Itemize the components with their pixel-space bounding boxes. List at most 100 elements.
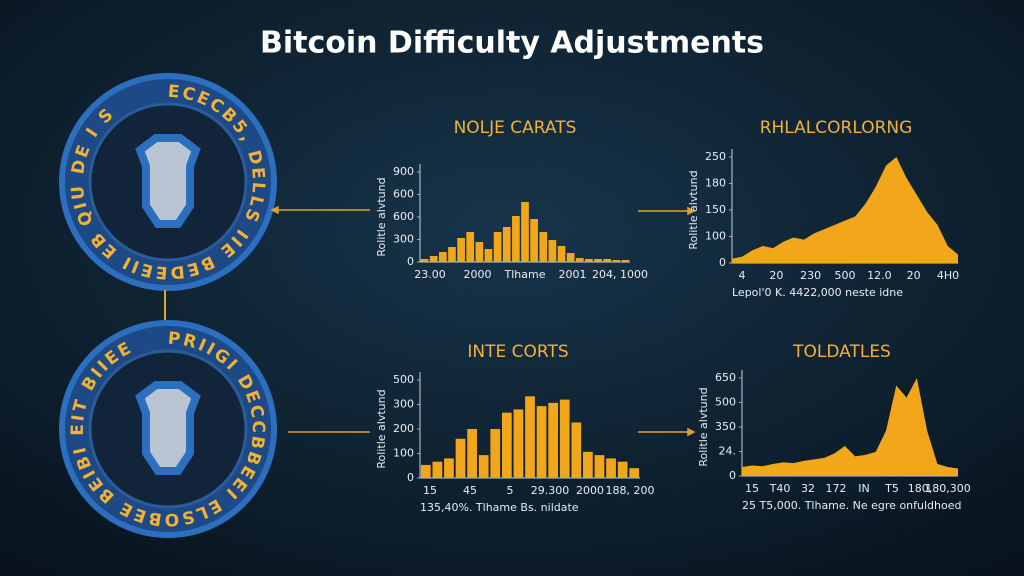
bar (525, 396, 535, 478)
bar (548, 402, 559, 478)
y-tick-label: 100 (705, 230, 726, 243)
chart-title: TOLDATLES (792, 342, 891, 362)
y-axis-label: Rolitle alvtund (697, 387, 710, 466)
bar (457, 238, 465, 262)
x-tick-label: 180,300 (925, 482, 971, 495)
area (742, 378, 958, 476)
x-tick-label: 188, 200 (606, 484, 655, 497)
bar (466, 232, 475, 262)
y-tick-label: 350 (715, 420, 736, 433)
bar (566, 253, 575, 262)
caption: 25 T5,000. Tlhame. Ne egre onfuldhoed (742, 499, 961, 512)
y-axis-label: Rolitle alvtund (375, 389, 388, 468)
chart-title: RHLALCORLORNG (760, 118, 913, 138)
bar (585, 259, 593, 262)
bar (429, 256, 438, 262)
bar (621, 260, 630, 262)
x-tick-label: 2000 (576, 484, 604, 497)
bar (594, 259, 602, 262)
y-tick-label: 100 (393, 447, 414, 460)
bar (559, 399, 570, 478)
bar (512, 216, 520, 262)
x-tick-label: 2000 (464, 268, 492, 281)
x-tick-label: 4 (739, 269, 746, 282)
x-tick-label: 15 (423, 484, 437, 497)
x-tick-label: Tlhame (504, 268, 546, 281)
bar (513, 409, 524, 478)
x-tick-label: T5 (884, 482, 899, 495)
y-tick-label: 900 (393, 165, 414, 178)
bar (539, 232, 548, 262)
y-tick-label: 500 (393, 373, 414, 386)
x-tick-label: 180, (908, 482, 933, 495)
caption: 135,40%. Tlhame Bs. nildate (420, 501, 579, 514)
y-tick-label: 600 (393, 210, 414, 223)
x-tick-label: 2001 (559, 268, 587, 281)
bar (490, 429, 501, 478)
bar (594, 455, 605, 478)
bar (478, 455, 489, 478)
bar (438, 252, 447, 262)
bar (571, 422, 582, 478)
coin: PRIIGI DECCBBEEI ELSOBEE BEIBI EIT BIIEE (59, 320, 277, 538)
y-tick-label: 0 (407, 255, 414, 268)
x-tick-label: 15 (745, 482, 759, 495)
y-tick-label: 0 (729, 469, 736, 482)
bar (475, 242, 484, 262)
x-tick-label: 45 (463, 484, 477, 497)
arrows (270, 205, 696, 437)
y-tick-label: 150 (705, 203, 726, 216)
y-tick-label: 300 (393, 398, 414, 411)
page-title: Bitcoin Difficulty Adjustments (260, 26, 764, 61)
y-tick-label: 650 (715, 371, 736, 384)
bar (493, 232, 502, 262)
x-tick-label: 204, 1000 (592, 268, 648, 281)
bar (617, 461, 628, 478)
coin: ECECB5, DELLS IIE BEDEEII EB QIU DE I S (59, 73, 277, 291)
bar (432, 461, 443, 478)
y-tick-label: 600 (393, 188, 414, 201)
bar (521, 202, 529, 262)
area (732, 157, 958, 263)
x-tick-label: 32 (801, 482, 815, 495)
x-tick-label: 12.0 (867, 269, 892, 282)
caption: Lepol'0 K. 4422,000 neste idne (732, 286, 903, 299)
y-axis-label: Rolitle alvtund (375, 177, 388, 256)
bar (612, 260, 621, 262)
y-tick-label: 500 (715, 396, 736, 409)
y-tick-label: 250 (705, 150, 726, 163)
bar (603, 259, 612, 262)
y-tick-label: 0 (719, 256, 726, 269)
bar (557, 246, 566, 262)
bar (455, 438, 466, 478)
x-tick-label: 23.00 (414, 268, 446, 281)
bar (530, 219, 538, 262)
x-tick-label: 20 (769, 269, 783, 282)
bar (501, 412, 512, 478)
bar (448, 247, 456, 262)
x-tick-label: 5 (507, 484, 514, 497)
x-tick-label: IN (858, 482, 869, 495)
x-tick-label: 500 (835, 269, 856, 282)
y-tick-label: 0 (407, 471, 414, 484)
x-tick-label: 29.300 (531, 484, 570, 497)
chart-title: NOLJE CARATS (454, 118, 577, 138)
y-axis-label: Rolitle alvtund (687, 170, 700, 249)
bar (420, 259, 429, 262)
y-tick-label: 24. (719, 445, 737, 458)
x-tick-label: T40 (769, 482, 791, 495)
chart-title: INTE CORTS (467, 342, 568, 362)
bar (629, 468, 640, 478)
bar (606, 458, 616, 478)
bar (484, 249, 493, 262)
bar (575, 258, 584, 262)
bar (548, 240, 557, 262)
x-tick-label: 172 (826, 482, 847, 495)
y-tick-label: 300 (393, 233, 414, 246)
x-tick-label: 230 (800, 269, 821, 282)
x-tick-label: 4H0 (937, 269, 959, 282)
x-tick-label: 20 (907, 269, 921, 282)
bar (467, 429, 477, 478)
y-tick-label: 200 (393, 422, 414, 435)
